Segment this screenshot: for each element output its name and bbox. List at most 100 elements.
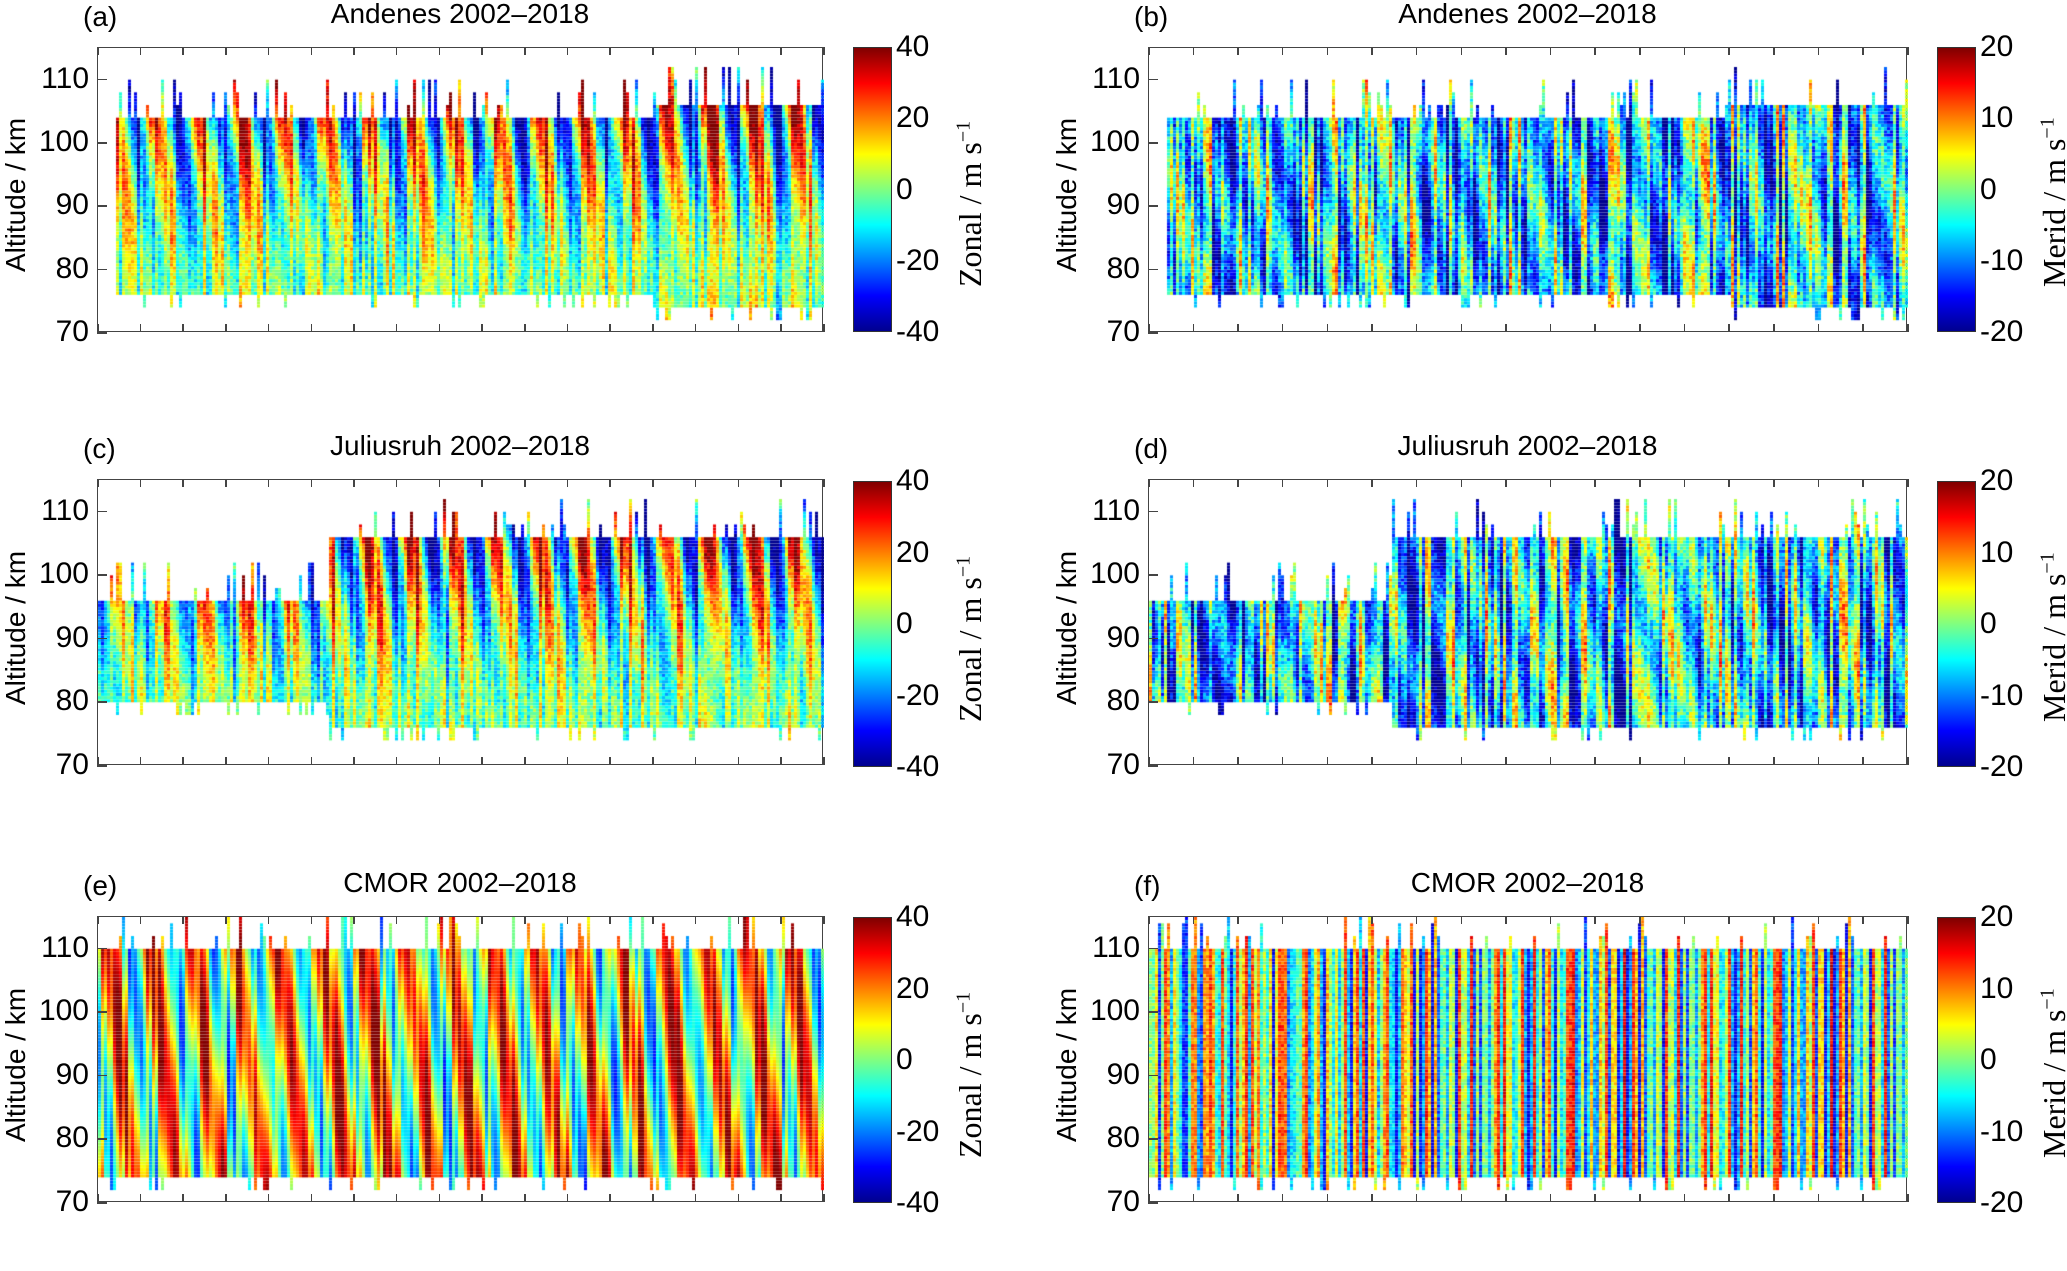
colorbar-label: Merid / m s−1	[2036, 117, 2067, 287]
x-tick	[1862, 47, 1864, 55]
x-tick	[139, 47, 142, 55]
plot-area	[97, 916, 824, 1203]
x-tick	[1728, 324, 1730, 332]
x-tick	[1728, 47, 1730, 55]
y-tick-label: 90	[1106, 188, 1140, 222]
x-tick	[524, 47, 526, 55]
y-tick	[97, 574, 107, 576]
y-tick-label: 110	[1092, 930, 1140, 964]
x-tick	[694, 1194, 697, 1202]
x-tick	[1728, 916, 1730, 924]
colorbar-tick-label: -40	[896, 315, 940, 348]
y-tick-label: 80	[1106, 251, 1140, 285]
x-tick	[1817, 47, 1820, 55]
x-tick	[566, 916, 569, 924]
x-tick	[1326, 47, 1329, 55]
x-tick	[1683, 1194, 1686, 1202]
x-tick	[310, 479, 313, 487]
heatmap-image	[98, 480, 824, 766]
x-tick	[1549, 324, 1552, 332]
x-tick	[1326, 757, 1329, 765]
x-tick	[1594, 757, 1596, 765]
colorbar-tick-label: -20	[1980, 750, 2024, 783]
panel-title: Andenes 2002–2018	[330, 0, 590, 29]
x-tick	[182, 324, 184, 332]
panel-letter: (b)	[1134, 1, 1169, 32]
x-tick	[1460, 916, 1463, 924]
x-tick	[353, 479, 355, 487]
y-tick	[1148, 1074, 1158, 1077]
x-tick	[438, 47, 441, 55]
colorbar-label: Zonal / m s−1	[952, 992, 989, 1158]
x-tick	[823, 479, 825, 487]
panel-title: CMOR 2002–2018	[343, 867, 577, 898]
x-tick	[1192, 324, 1195, 332]
colorbar-label: Merid / m s−1	[2036, 552, 2067, 722]
x-tick	[1594, 916, 1596, 924]
x-tick	[1505, 324, 1507, 332]
x-tick	[1192, 1194, 1195, 1202]
y-tick	[1148, 1202, 1158, 1204]
x-tick	[481, 47, 483, 55]
x-tick	[1683, 324, 1686, 332]
x-tick	[1192, 479, 1195, 487]
plot-area	[1148, 47, 1908, 333]
y-tick-label: 80	[55, 1121, 89, 1155]
y-tick-label: 100	[38, 125, 89, 158]
y-tick-label: 90	[1106, 1057, 1140, 1091]
panel-letter: (f)	[1134, 870, 1161, 901]
x-tick	[780, 324, 782, 332]
x-tick	[225, 47, 227, 55]
x-tick	[139, 479, 142, 487]
panel-title: Juliusruh 2002–2018	[1397, 430, 1658, 461]
x-tick	[1371, 47, 1373, 55]
x-tick	[267, 479, 270, 487]
x-tick	[1281, 1194, 1284, 1202]
x-tick	[1371, 1194, 1373, 1202]
y-tick	[1148, 142, 1158, 144]
colorbar-tick-label: -20	[1980, 1186, 2024, 1219]
x-tick	[1505, 47, 1507, 55]
x-tick	[609, 1194, 611, 1202]
x-tick	[1326, 479, 1329, 487]
x-tick	[267, 1194, 270, 1202]
x-tick	[694, 324, 697, 332]
x-tick	[1460, 47, 1463, 55]
y-tick-label: 90	[1106, 620, 1140, 654]
x-tick	[97, 1194, 99, 1202]
colorbar-label-text: Merid / m s	[2036, 1010, 2067, 1158]
x-tick	[481, 1194, 483, 1202]
y-tick	[97, 1202, 107, 1204]
x-tick	[310, 757, 313, 765]
x-tick	[395, 757, 398, 765]
y-tick-label: 110	[41, 930, 89, 964]
colorbar-tick-label: -40	[896, 1186, 940, 1219]
y-tick	[1148, 765, 1158, 767]
x-tick	[1773, 47, 1775, 55]
x-tick	[225, 324, 227, 332]
x-tick	[438, 757, 441, 765]
x-tick	[1237, 47, 1239, 55]
colorbar	[1937, 47, 1976, 332]
x-tick	[1773, 479, 1775, 487]
x-tick	[1192, 916, 1195, 924]
y-tick-label: 100	[1089, 125, 1140, 158]
x-tick	[139, 1194, 142, 1202]
x-tick	[1728, 757, 1730, 765]
x-tick	[225, 1194, 227, 1202]
y-tick	[1148, 78, 1158, 81]
panel-title: Andenes 2002–2018	[1398, 0, 1657, 29]
x-tick	[1817, 324, 1820, 332]
x-tick	[1505, 916, 1507, 924]
x-tick	[566, 479, 569, 487]
heatmap-image	[1149, 480, 1908, 766]
x-tick	[1639, 916, 1641, 924]
x-tick	[1773, 757, 1775, 765]
colorbar-tick-label: 0	[1980, 172, 1997, 206]
x-tick	[438, 1194, 441, 1202]
x-tick	[524, 1194, 526, 1202]
x-tick	[1505, 1194, 1507, 1202]
y-tick-label: 110	[1092, 61, 1140, 95]
panel-title: CMOR 2002–2018	[1410, 867, 1645, 898]
colorbar-label-exponent: −1	[2036, 988, 2059, 1010]
